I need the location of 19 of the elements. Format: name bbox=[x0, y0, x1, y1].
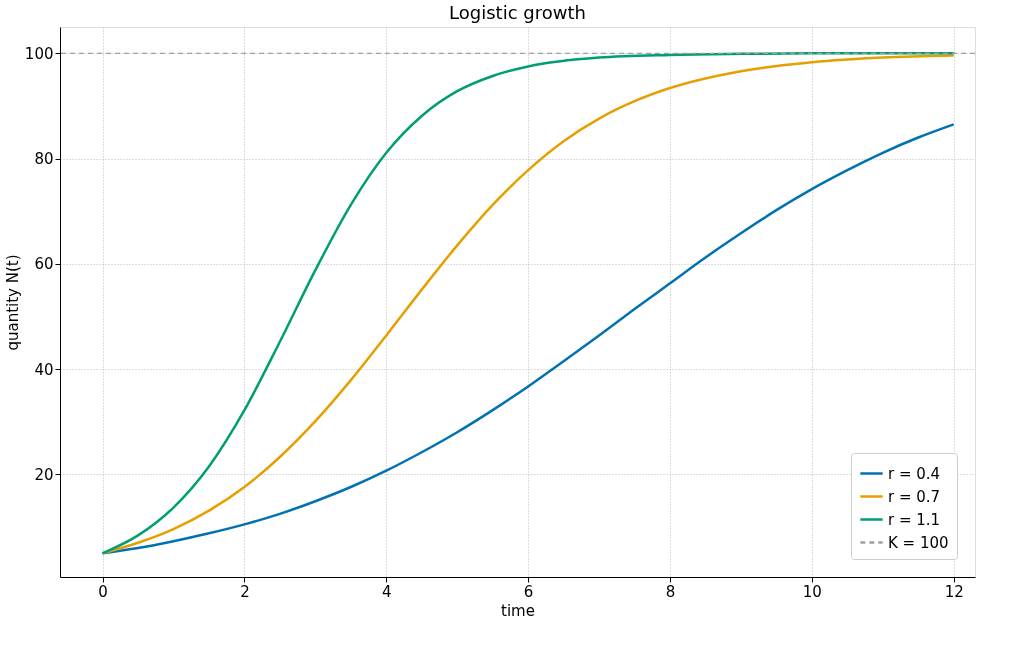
chart-title: Logistic growth bbox=[449, 2, 586, 23]
legend-label: K = 100 bbox=[888, 533, 949, 552]
y-tick-label: 40 bbox=[34, 360, 54, 379]
y-tick-label: 60 bbox=[34, 255, 54, 274]
x-tick-label: 8 bbox=[665, 582, 676, 601]
x-tick-label: 4 bbox=[382, 582, 392, 601]
y-axis-title: quantity N(t) bbox=[3, 254, 22, 351]
x-tick-label: 12 bbox=[944, 582, 964, 601]
y-tick-label: 100 bbox=[24, 44, 54, 63]
x-tick-label: 2 bbox=[240, 582, 250, 601]
y-tick-label: 80 bbox=[34, 150, 54, 169]
legend-label: r = 0.4 bbox=[888, 464, 941, 483]
x-tick-label: 0 bbox=[98, 582, 108, 601]
y-tick-label: 20 bbox=[34, 465, 54, 484]
legend-label: r = 1.1 bbox=[888, 510, 941, 529]
x-tick-label: 6 bbox=[523, 582, 534, 601]
x-tick-label: 10 bbox=[802, 582, 822, 601]
x-axis-title: time bbox=[501, 601, 535, 620]
legend-label: r = 0.7 bbox=[888, 487, 941, 506]
